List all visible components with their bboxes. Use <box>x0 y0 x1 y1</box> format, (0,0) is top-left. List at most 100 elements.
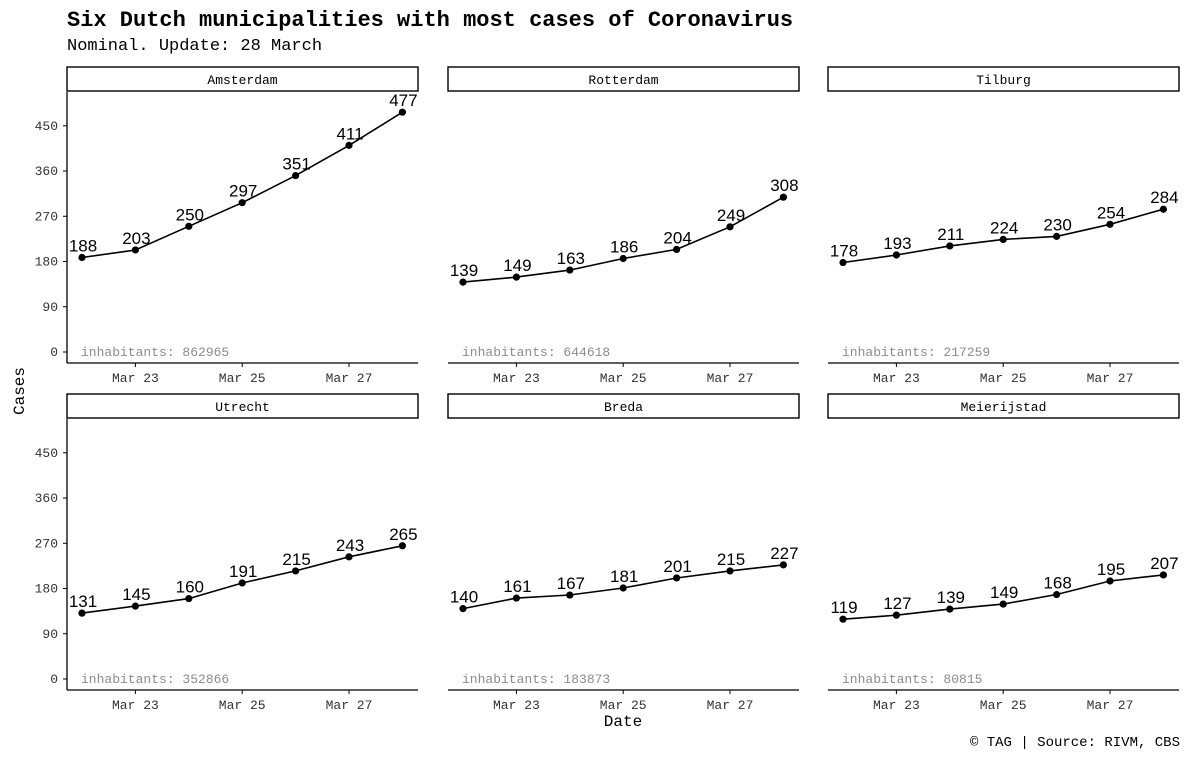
data-point <box>999 235 1007 243</box>
data-point <box>839 615 847 623</box>
data-label: 168 <box>1043 574 1071 593</box>
inhabitants-label-utrecht: inhabitants: 352866 <box>81 672 229 687</box>
data-label: 254 <box>1097 203 1125 222</box>
data-point <box>345 141 353 149</box>
x-tick-label: Mar 27 <box>707 698 754 713</box>
data-point <box>512 594 521 602</box>
x-tick-label: Mar 25 <box>980 371 1027 386</box>
data-point <box>892 251 901 259</box>
data-point <box>459 278 467 286</box>
x-tick-label: Mar 23 <box>112 698 159 713</box>
data-point <box>398 542 406 550</box>
y-tick-label: 90 <box>42 627 58 642</box>
data-label: 191 <box>229 562 257 581</box>
data-label: 131 <box>69 592 97 611</box>
data-point <box>892 611 901 619</box>
x-tick-label: Mar 23 <box>493 698 540 713</box>
x-tick-label: Mar 27 <box>326 371 373 386</box>
y-tick-label: 270 <box>35 536 58 551</box>
data-point <box>131 602 139 610</box>
x-tick-label: Mar 27 <box>1087 371 1134 386</box>
x-tick-label: Mar 27 <box>1087 698 1134 713</box>
data-label: 215 <box>717 550 745 569</box>
y-tick-label: 450 <box>35 446 58 461</box>
inhabitants-label-tilburg: inhabitants: 217259 <box>842 345 990 360</box>
data-point <box>619 254 627 263</box>
data-label: 284 <box>1150 188 1178 207</box>
x-tick-label: Mar 23 <box>873 698 920 713</box>
data-point <box>1053 232 1061 240</box>
data-label: 204 <box>663 228 691 247</box>
data-point <box>1159 571 1167 579</box>
data-point <box>78 253 86 262</box>
facet-strip-breda <box>447 393 800 419</box>
data-point <box>238 579 246 587</box>
data-label: 227 <box>770 544 798 563</box>
data-point <box>398 108 406 116</box>
inhabitants-label-breda: inhabitants: 183873 <box>462 672 610 687</box>
facet-strip-rotterdam <box>447 66 800 92</box>
y-tick-label: 90 <box>42 300 58 315</box>
facet-label-utrecht: Utrecht <box>215 400 270 415</box>
x-tick-label: Mar 25 <box>219 698 266 713</box>
data-point <box>566 266 574 274</box>
data-point <box>946 605 954 613</box>
x-tick-label: Mar 23 <box>112 371 159 386</box>
data-label: 167 <box>557 574 585 593</box>
x-tick-label: Mar 25 <box>980 698 1027 713</box>
data-label: 224 <box>990 218 1018 237</box>
data-label: 163 <box>557 249 585 268</box>
data-label: 193 <box>883 234 911 253</box>
data-point <box>185 594 193 603</box>
facet-strip-amsterdam <box>66 66 419 92</box>
data-label: 145 <box>122 585 150 604</box>
data-point <box>131 246 139 254</box>
data-point <box>999 600 1007 608</box>
data-label: 243 <box>336 536 364 555</box>
y-tick-label: 360 <box>35 491 58 506</box>
data-label: 230 <box>1043 215 1071 234</box>
y-tick-label: 0 <box>50 345 58 360</box>
x-tick-label: Mar 27 <box>326 698 373 713</box>
data-label: 195 <box>1097 560 1125 579</box>
data-label: 119 <box>830 598 857 617</box>
data-label: 351 <box>282 155 310 174</box>
data-label: 265 <box>389 525 417 544</box>
data-point <box>459 605 467 613</box>
chart-caption: © TAG | Source: RIVM, CBS <box>969 735 1180 751</box>
data-point <box>78 609 86 617</box>
data-label: 139 <box>937 588 965 607</box>
data-label: 139 <box>450 261 478 280</box>
data-point <box>1106 220 1114 228</box>
data-label: 181 <box>610 567 638 586</box>
inhabitants-label-amsterdam: inhabitants: 862965 <box>81 345 229 360</box>
data-point <box>566 591 574 599</box>
y-tick-label: 450 <box>35 119 58 134</box>
data-point <box>1159 205 1167 213</box>
data-label: 160 <box>176 578 204 597</box>
y-axis-title: Cases <box>11 367 29 415</box>
chart-title: Six Dutch municipalities with most cases… <box>67 8 794 33</box>
data-label: 308 <box>770 176 798 195</box>
data-label: 207 <box>1150 554 1178 573</box>
data-point <box>345 553 353 561</box>
x-tick-label: Mar 27 <box>707 371 754 386</box>
facet-label-tilburg: Tilburg <box>976 73 1031 88</box>
data-point <box>726 567 734 575</box>
data-point <box>185 222 193 230</box>
data-point <box>238 199 246 207</box>
data-point <box>619 584 627 592</box>
data-label: 161 <box>503 577 531 596</box>
data-point <box>512 273 521 281</box>
x-tick-label: Mar 25 <box>600 371 647 386</box>
data-label: 211 <box>937 225 964 244</box>
data-label: 201 <box>663 557 691 576</box>
x-axis-title: Date <box>604 713 642 731</box>
data-point <box>292 171 300 180</box>
data-label: 186 <box>610 237 638 256</box>
data-point <box>292 567 300 575</box>
data-label: 250 <box>176 205 204 224</box>
x-tick-label: Mar 25 <box>600 698 647 713</box>
data-label: 178 <box>830 242 858 261</box>
